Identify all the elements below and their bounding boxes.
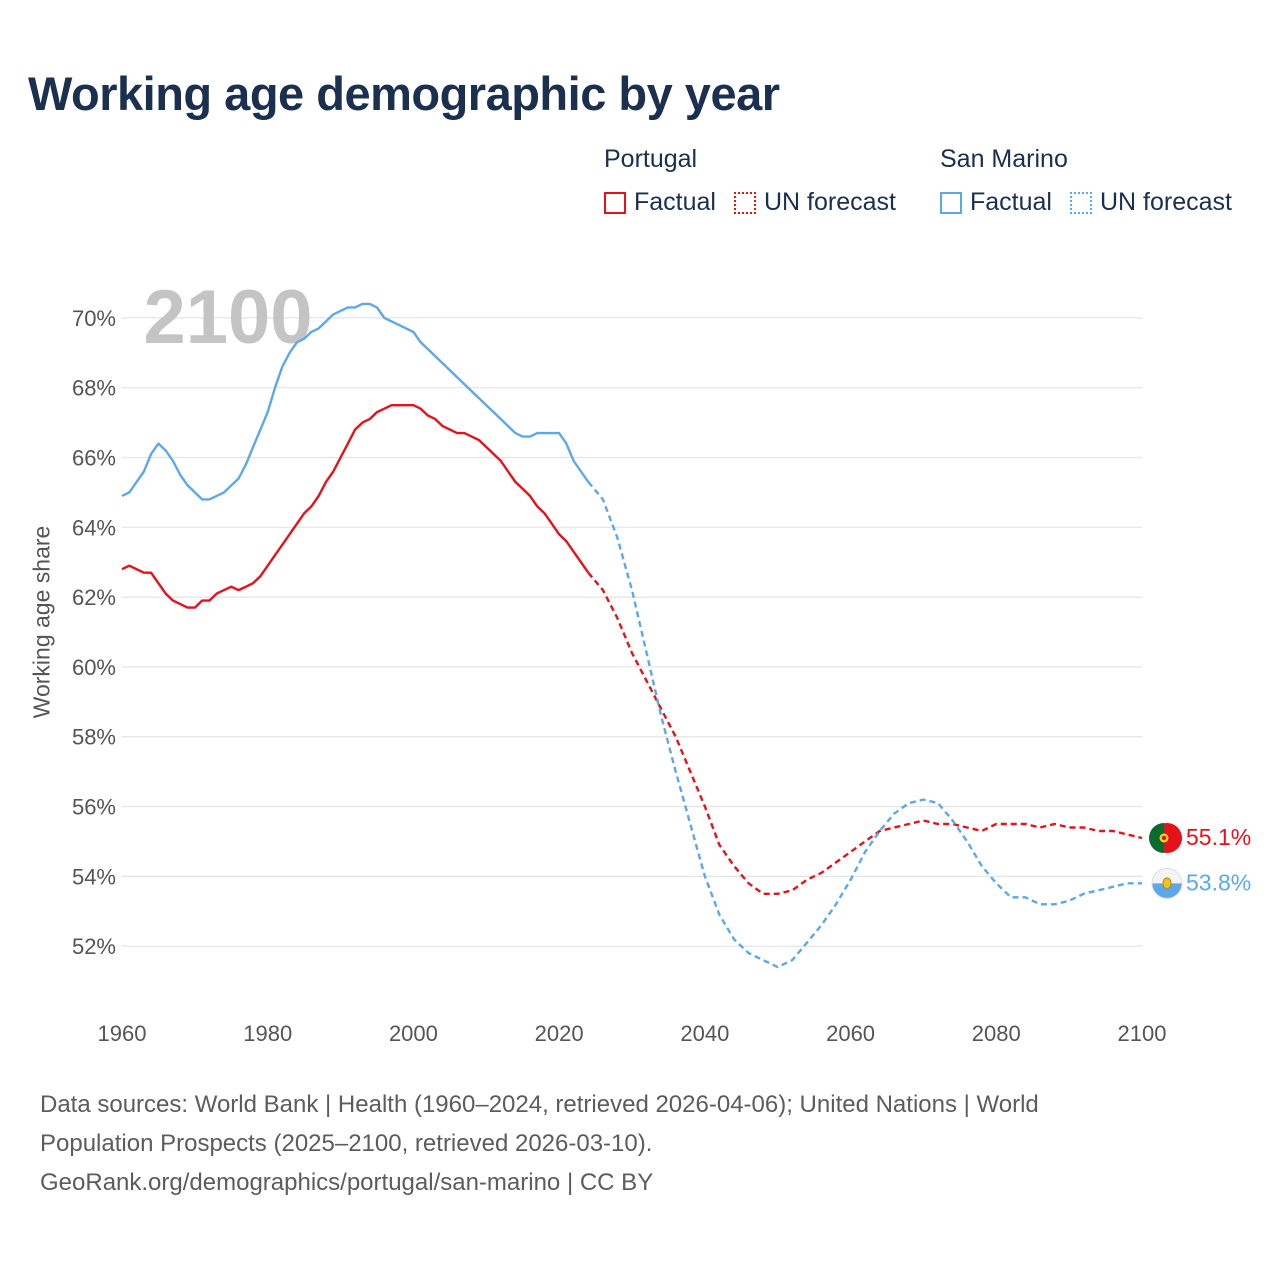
legend-swatch-san-marino-forecast xyxy=(1069,191,1092,214)
legend-swatch-portugal-forecast xyxy=(733,191,756,214)
y-tick-label: 68% xyxy=(72,376,116,401)
legend-label-san-marino-forecast: UN forecast xyxy=(1099,188,1232,216)
x-tick-label: 1980 xyxy=(243,1021,292,1046)
series-lines xyxy=(121,302,1143,969)
x-tick-label: 2100 xyxy=(1118,1021,1167,1046)
legend-swatch-san-marino-factual xyxy=(940,191,962,214)
x-tick-label: 2060 xyxy=(826,1021,875,1046)
y-tick-labels: 52% 54% 56% 58% 60% 62% 64% 66% 68% 70% xyxy=(72,306,116,959)
x-tick-label: 1960 xyxy=(98,1021,147,1046)
end-label-portugal: 55.1% xyxy=(1186,824,1251,850)
series-line-portugal-factual[interactable] xyxy=(121,404,590,609)
y-tick-label: 62% xyxy=(72,585,116,610)
legend-san-marino-forecast[interactable]: UN forecast xyxy=(1069,188,1232,217)
x-tick-label: 2000 xyxy=(389,1021,438,1046)
legend-label-san-marino-factual: Factual xyxy=(970,188,1052,216)
x-tick-label: 2020 xyxy=(535,1021,584,1046)
footer-sources-line-1: Data sources: World Bank | Health (1960–… xyxy=(40,1091,1039,1118)
series-line-san-marino-forecast[interactable] xyxy=(587,481,1142,969)
x-tick-label: 2040 xyxy=(680,1021,729,1046)
y-tick-label: 60% xyxy=(72,655,116,680)
year-overlay: 2100 xyxy=(143,275,312,360)
legend-portugal: Portugal Factual UN forecast xyxy=(604,145,914,217)
y-tick-label: 52% xyxy=(72,934,116,959)
portugal-flag-icon xyxy=(1149,822,1182,853)
line-chart: 2100 52% 54% 56% 58% 60% 62% 64% 66% 68% 70% 1960… xyxy=(72,275,1251,1046)
legend-label-portugal-factual: Factual xyxy=(634,188,716,216)
y-tick-label: 64% xyxy=(72,515,116,540)
san-marino-flag-icon xyxy=(1151,867,1183,899)
footer-sources-line-2: Population Prospects (2025–2100, retriev… xyxy=(40,1130,653,1157)
legend-swatch-portugal-factual xyxy=(604,191,626,214)
y-tick-label: 66% xyxy=(72,446,116,471)
gridlines xyxy=(122,317,1142,947)
y-tick-label: 58% xyxy=(72,725,116,750)
series-line-portugal-forecast[interactable] xyxy=(587,571,1143,895)
legend-portugal-factual[interactable]: Factual xyxy=(604,188,716,217)
end-label-san-marino: 53.8% xyxy=(1186,869,1251,895)
footer-attribution[interactable]: GeoRank.org/demographics/portugal/san-ma… xyxy=(40,1169,654,1196)
x-tick-labels: 1960 1980 2000 2020 2040 2060 2080 2100 xyxy=(98,1021,1167,1046)
chart-title: Working age demographic by year xyxy=(28,67,780,120)
y-tick-label: 70% xyxy=(72,306,116,331)
end-markers: 55.1% 53.8% xyxy=(1149,822,1251,899)
y-tick-label: 54% xyxy=(72,864,116,889)
series-line-san-marino-factual[interactable] xyxy=(121,302,590,501)
footer: Data sources: World Bank | Health (1960–… xyxy=(40,1085,1220,1202)
legend-portugal-forecast[interactable]: UN forecast xyxy=(733,188,896,217)
legend-group-name-portugal: Portugal xyxy=(604,145,698,173)
legend-group-name-san-marino: San Marino xyxy=(940,145,1068,173)
x-tick-label: 2080 xyxy=(972,1021,1021,1046)
legend-label-portugal-forecast: UN forecast xyxy=(763,188,896,216)
y-tick-label: 56% xyxy=(72,795,116,820)
legend-san-marino-factual[interactable]: Factual xyxy=(940,188,1052,217)
legend-san-marino: San Marino Factual UN forecast xyxy=(940,145,1250,217)
